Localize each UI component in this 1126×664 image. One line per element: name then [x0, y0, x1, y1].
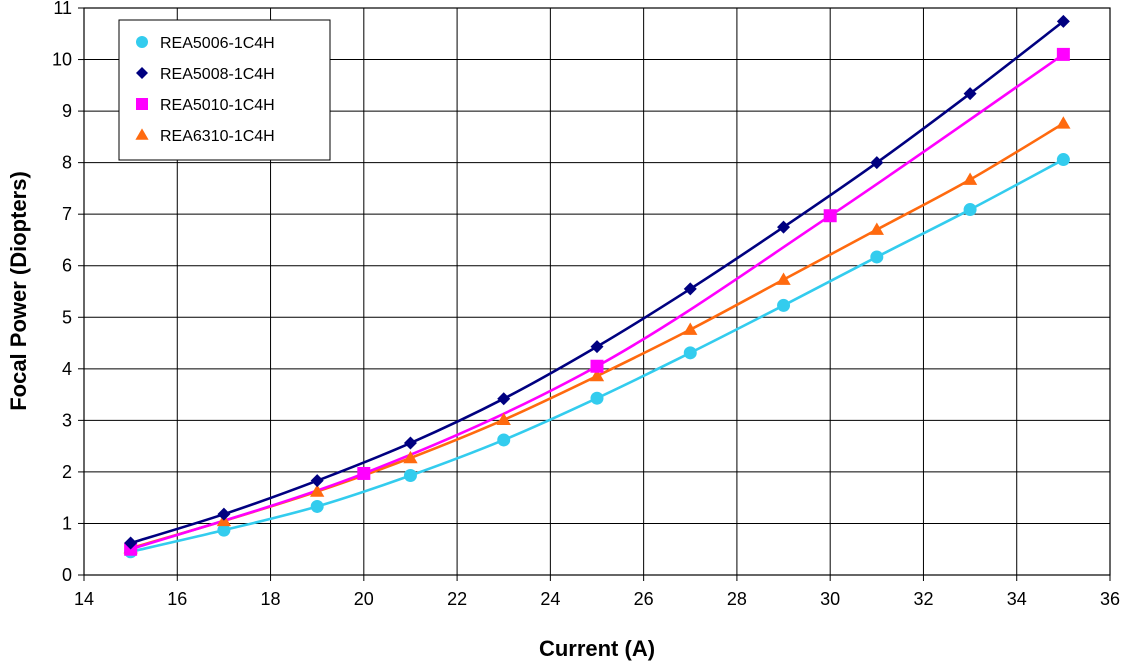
- data-point-square: [823, 209, 837, 223]
- data-point-triangle: [310, 484, 325, 497]
- data-point-diamond: [683, 282, 697, 296]
- y-tick-label: 9: [62, 101, 72, 121]
- data-point-diamond: [124, 536, 138, 550]
- legend-marker: [136, 67, 148, 79]
- data-point-circle: [590, 391, 604, 405]
- y-tick-label: 10: [52, 50, 72, 70]
- data-point-diamond: [310, 474, 324, 488]
- data-point-circle: [310, 499, 324, 513]
- y-tick-label: 6: [62, 256, 72, 276]
- data-point-circle: [963, 203, 977, 217]
- y-axis-title: Focal Power (Diopters): [6, 171, 31, 411]
- data-point-diamond: [403, 436, 417, 450]
- y-tick-label: 1: [62, 513, 72, 533]
- data-point-diamond: [870, 156, 884, 170]
- data-point-circle: [870, 250, 884, 264]
- y-tick-label: 8: [62, 153, 72, 173]
- y-tick-label: 11: [53, 0, 72, 18]
- data-point-triangle: [962, 172, 978, 185]
- data-point-triangle: [496, 412, 511, 426]
- legend-label: REA6310-1C4H: [160, 128, 275, 145]
- data-point-square: [1056, 47, 1070, 61]
- x-tick-label: 34: [1007, 589, 1027, 609]
- legend-marker: [136, 98, 148, 110]
- data-point-circle: [1056, 153, 1070, 167]
- data-point-triangle: [403, 450, 418, 464]
- x-tick-label: 24: [540, 589, 560, 609]
- data-point-diamond: [590, 340, 604, 354]
- y-tick-label: 3: [62, 410, 72, 430]
- data-point-triangle: [683, 322, 698, 335]
- x-tick-label: 28: [727, 589, 747, 609]
- x-tick-label: 16: [167, 589, 187, 609]
- y-tick-label: 2: [62, 462, 72, 482]
- y-tick-label: 7: [62, 204, 72, 224]
- data-point-circle: [777, 298, 791, 312]
- data-point-circle: [403, 469, 417, 483]
- data-point-square: [590, 359, 604, 373]
- x-tick-label: 32: [913, 589, 933, 609]
- data-point-triangle: [869, 222, 884, 235]
- series-markers: [123, 14, 1071, 559]
- x-tick-label: 20: [354, 589, 374, 609]
- data-point-triangle: [776, 272, 791, 285]
- plot-border: [83, 7, 1111, 576]
- grid-lines: [84, 8, 1110, 575]
- data-point-circle: [217, 523, 231, 537]
- legend-marker: [135, 128, 149, 140]
- legend-label: REA5006-1C4H: [160, 35, 275, 52]
- data-point-circle: [683, 346, 697, 360]
- x-tick-label: 36: [1100, 589, 1120, 609]
- legend-box: [118, 19, 331, 161]
- legend: REA5006-1C4H REA5008-1C4H REA5010-1C4H REA6…: [118, 19, 331, 161]
- data-point-triangle: [589, 368, 605, 382]
- legend-marker: [136, 36, 148, 48]
- y-tick-label: 4: [62, 359, 72, 379]
- x-axis-title: Current (A): [539, 636, 655, 661]
- legend-label: REA5008-1C4H: [160, 66, 275, 83]
- axis-ticks: [78, 7, 1111, 581]
- series-line: [130, 158, 1064, 554]
- legend-label: REA5010-1C4H: [160, 97, 275, 114]
- data-point-circle: [497, 433, 511, 447]
- x-tick-label: 18: [261, 589, 281, 609]
- data-point-triangle: [1056, 116, 1071, 129]
- y-tick-label: 0: [62, 565, 72, 585]
- data-point-diamond: [497, 392, 511, 406]
- x-tick-label: 14: [74, 589, 94, 609]
- x-tick-label: 22: [447, 589, 467, 609]
- data-point-diamond: [963, 87, 977, 101]
- y-tick-label: 5: [62, 307, 72, 327]
- x-tick-label: 26: [634, 589, 654, 609]
- x-tick-label: 30: [820, 589, 840, 609]
- data-point-square: [357, 466, 371, 480]
- data-point-diamond: [217, 507, 231, 521]
- data-point-diamond: [1056, 14, 1070, 28]
- data-point-diamond: [777, 220, 791, 234]
